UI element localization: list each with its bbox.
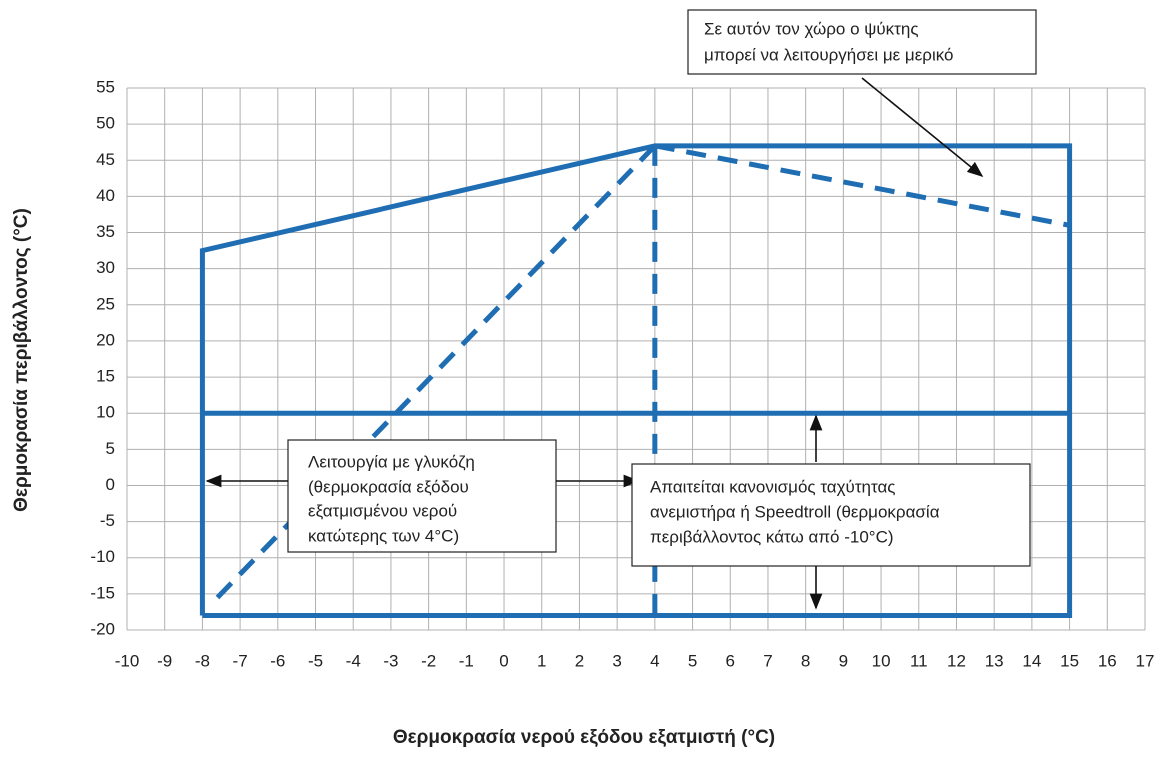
x-tick-label: 6 [726, 651, 735, 670]
y-tick-label: 40 [96, 186, 115, 205]
x-tick-label: 15 [1060, 651, 1079, 670]
x-tick-label: 11 [910, 651, 928, 670]
x-tick-label: 2 [575, 651, 584, 670]
annotation-text: κατώτερης των 4°C) [308, 526, 459, 545]
y-tick-label: 50 [96, 114, 115, 133]
x-tick-label: -9 [157, 651, 172, 670]
y-tick-label: -10 [90, 547, 115, 566]
y-tick-label: -20 [90, 619, 115, 638]
x-tick-label: -6 [270, 651, 285, 670]
x-tick-label: 5 [688, 651, 697, 670]
annotation-text: μπορεί να λειτουργήσει με μερικό [704, 45, 953, 64]
annotation-text: Σε αυτόν τον χώρο ο ψύκτης [704, 19, 919, 38]
x-tick-label: 1 [537, 651, 546, 670]
annotation-text: εξατμισμένου νερού [308, 501, 457, 520]
y-tick-label: 35 [96, 222, 115, 241]
arrow [861, 77, 984, 178]
annotation-box [687, 9, 1037, 75]
x-tick-label: -1 [459, 651, 474, 670]
x-tick-label: 0 [499, 651, 508, 670]
annotations: Σε αυτόν τον χώρο ο ψύκτης μπορεί να λει… [205, 9, 1037, 610]
y-tick-label: 20 [96, 330, 115, 349]
annotation-text: περιβάλλοντος κάτω από -10°C) [650, 527, 894, 546]
x-tick-label: 8 [801, 651, 810, 670]
x-tick-label: 7 [763, 651, 772, 670]
x-tick-label: -5 [308, 651, 323, 670]
x-tick-label: 16 [1098, 651, 1117, 670]
annotation-box [631, 463, 1031, 567]
annotation-text: Λειτουργία με γλυκόζη [308, 452, 475, 471]
x-tick-label: 4 [650, 651, 659, 670]
x-tick-label: -3 [383, 651, 398, 670]
x-tick-label: 12 [947, 651, 966, 670]
x-tick-label: -4 [346, 651, 361, 670]
y-tick-label: 45 [96, 150, 115, 169]
x-tick-label: 10 [872, 651, 891, 670]
solid-line [199, 143, 1073, 619]
y-tick-label: 10 [96, 403, 115, 422]
tick-labels: -10 -9 -8 -7 -6 -5 -4 -3 -2 -1 0 1 2 3 4 5 6 7 8 9 10 11 12 13 1… [90, 77, 1154, 670]
x-tick-label: -8 [195, 651, 210, 670]
x-tick-label: -7 [233, 651, 248, 670]
y-tick-label: 30 [96, 258, 115, 277]
annotation-text: Απαιτείται κανονισμός ταχύτητας [650, 477, 896, 496]
annotation-text: (θερμοκρασία εξόδου [308, 477, 469, 496]
y-tick-label: 55 [96, 77, 115, 96]
y-tick-label: -15 [90, 583, 115, 602]
annotation-text: ανεμιστήρα ή Speedtroll (θερμοκρασία [650, 502, 940, 521]
x-tick-label: -10 [115, 651, 140, 670]
y-tick-label: 0 [106, 475, 115, 494]
dashed-line [654, 143, 1071, 228]
y-tick-label: 25 [96, 294, 115, 313]
x-tick-label: 9 [839, 651, 848, 670]
x-tick-label: -2 [421, 651, 436, 670]
x-tick-label: 13 [985, 651, 1004, 670]
x-tick-label: 17 [1136, 651, 1155, 670]
y-axis-title: Θερμοκρασία περιβάλλοντος (°C) [11, 208, 32, 512]
x-tick-label: 14 [1022, 651, 1041, 670]
y-tick-label: 5 [106, 439, 115, 458]
x-tick-label: 3 [612, 651, 621, 670]
y-tick-label: 15 [96, 367, 115, 386]
annotation-box [287, 439, 557, 553]
y-tick-label: -5 [100, 511, 115, 530]
x-axis-title: Θερμοκρασία νερού εξόδου εξατμιστή (°C) [393, 727, 775, 748]
